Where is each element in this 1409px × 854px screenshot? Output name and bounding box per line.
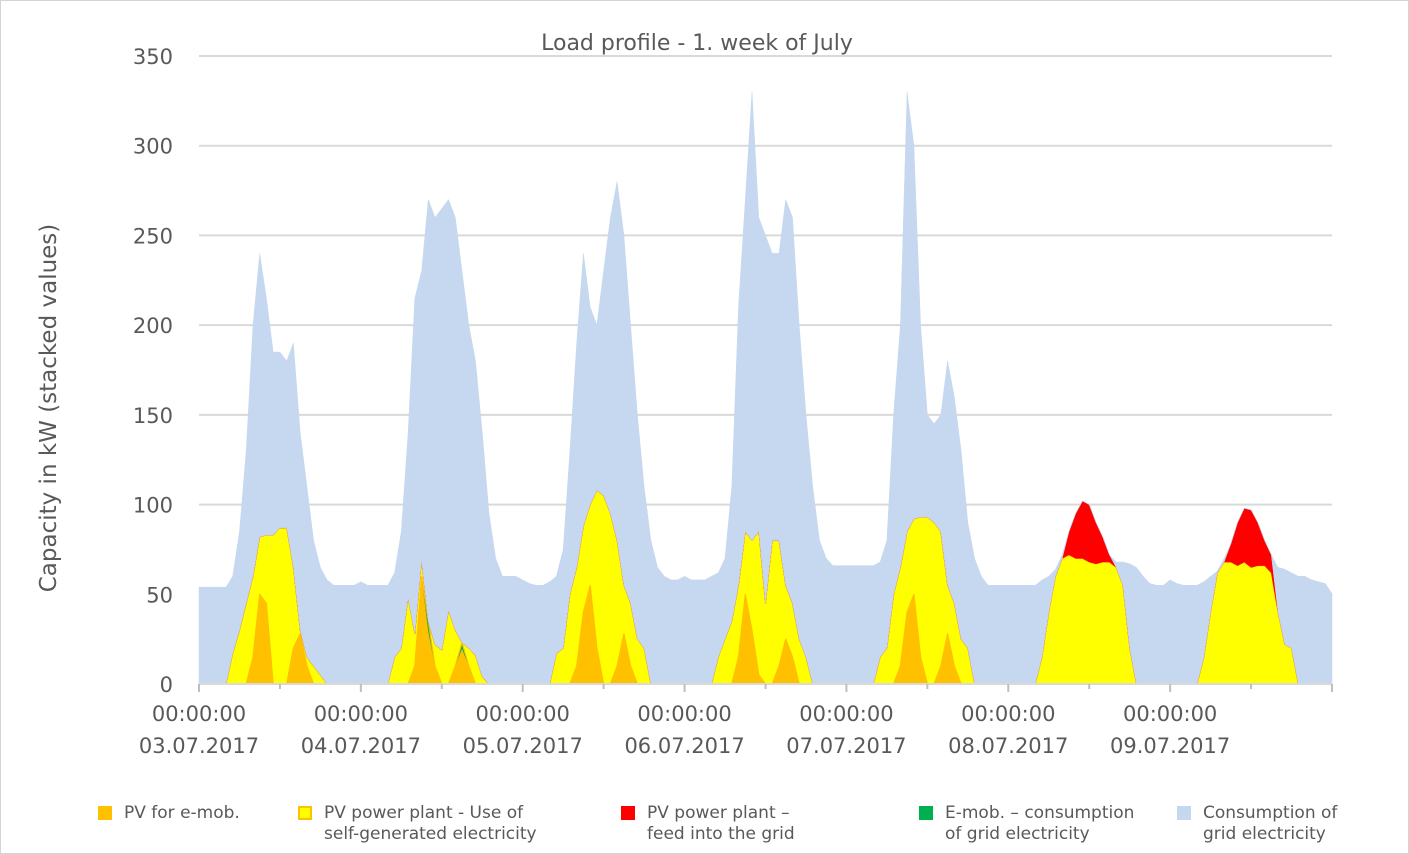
chart-legend: PV for e-mob. PV power plant - Use of sel… <box>0 803 1409 853</box>
x-tick-time: 00:00:00 <box>314 702 408 726</box>
y-tick-label: 0 <box>160 673 173 697</box>
legend-label: PV power plant - Use of self-generated e… <box>324 803 537 844</box>
legend-label: Consumption of grid electricity <box>1203 803 1338 844</box>
x-tick-date: 03.07.2017 <box>139 734 259 758</box>
legend-label: PV for e-mob. <box>124 803 240 823</box>
legend-label: E-mob. – consumption of grid electricity <box>945 803 1135 844</box>
y-tick-label: 350 <box>133 45 173 69</box>
legend-swatch <box>919 806 933 820</box>
x-tick-date: 09.07.2017 <box>1110 734 1230 758</box>
x-tick-date: 05.07.2017 <box>463 734 583 758</box>
legend-swatch <box>298 806 312 820</box>
area-series-4 <box>198 91 1333 685</box>
x-tick-time: 00:00:00 <box>799 702 893 726</box>
x-tick-date: 06.07.2017 <box>624 734 744 758</box>
legend-label: PV power plant – feed into the grid <box>647 803 795 844</box>
legend-item: Consumption of grid electricity <box>1177 803 1337 845</box>
legend-item: PV power plant – feed into the grid <box>621 803 795 845</box>
x-tick-time: 00:00:00 <box>476 702 570 726</box>
y-tick-label: 250 <box>133 224 173 248</box>
legend-item: PV power plant - Use of self-generated e… <box>298 803 537 845</box>
legend-swatch <box>621 806 635 820</box>
y-tick-label: 50 <box>146 583 173 607</box>
x-tick-time: 00:00:00 <box>961 702 1055 726</box>
x-tick-time: 00:00:00 <box>1123 702 1217 726</box>
x-tick-time: 00:00:00 <box>152 702 246 726</box>
y-tick-label: 300 <box>133 135 173 159</box>
y-tick-label: 100 <box>133 494 173 518</box>
legend-swatch <box>98 806 112 820</box>
y-tick-label: 200 <box>133 314 173 338</box>
chart-title: Load profile - 1. week of July <box>541 31 853 56</box>
x-tick-date: 08.07.2017 <box>948 734 1068 758</box>
y-axis-label: Capacity in kW (stacked values) <box>36 224 62 593</box>
legend-item: E-mob. – consumption of grid electricity <box>919 803 1134 845</box>
x-tick-time: 00:00:00 <box>637 702 731 726</box>
legend-item: PV for e-mob. <box>98 803 240 824</box>
y-tick-label: 150 <box>133 404 173 428</box>
x-tick-date: 04.07.2017 <box>301 734 421 758</box>
legend-swatch <box>1177 806 1191 820</box>
x-tick-date: 07.07.2017 <box>786 734 906 758</box>
